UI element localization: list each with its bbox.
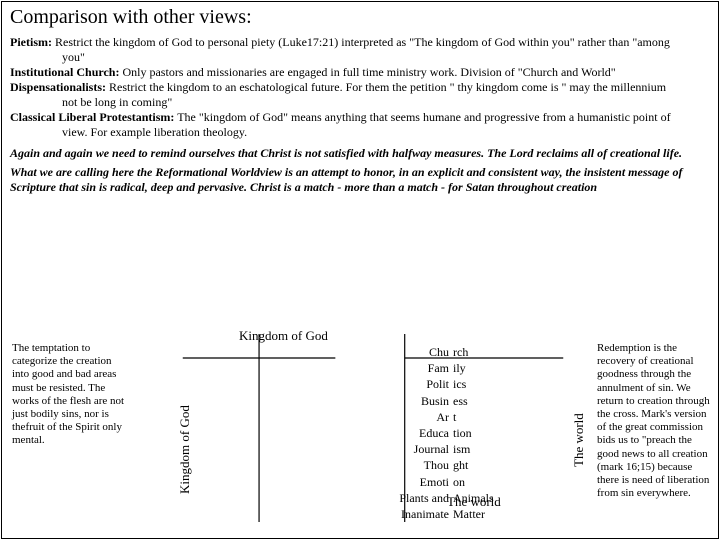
def-clp: Classical Liberal Protestantism: The "ki… <box>10 110 710 125</box>
term-institutional: Institutional Church: <box>10 65 119 79</box>
label-world-horizontal: The world <box>447 494 501 510</box>
paragraph-reclaims: Again and again we need to remind oursel… <box>10 146 710 161</box>
li-l-10: Inanimate <box>342 506 449 522</box>
li-r-1: ily <box>453 360 560 376</box>
txt-institutional: Only pastors and missionaries are engage… <box>119 65 615 79</box>
t-diagram: Kingdom of God Kingdom of God The world … <box>157 322 590 534</box>
li-l-9: Plants and <box>342 490 449 506</box>
txt-pietism-l1: Restrict the kingdom of God to personal … <box>52 35 670 49</box>
li-l-5: Educa <box>342 425 449 441</box>
def-pietism: Pietism: Restrict the kingdom of God to … <box>10 35 710 50</box>
txt-disp-l1: Restrict the kingdom to an eschatologica… <box>106 80 666 94</box>
li-l-0: Chu <box>342 344 449 360</box>
txt-pietism-l2: you" <box>10 50 710 65</box>
definitions-block: Pietism: Restrict the kingdom of God to … <box>10 35 710 140</box>
col-left: Chu Fam Polit Busin Ar Educa Journal Tho… <box>342 344 449 522</box>
label-world-vertical: The world <box>571 413 587 467</box>
term-clp: Classical Liberal Protestantism: <box>10 110 174 124</box>
label-kingdom-vertical: Kingdom of God <box>177 405 193 494</box>
li-l-3: Busin <box>342 393 449 409</box>
txt-clp-l1: The "kingdom of God" means anything that… <box>174 110 670 124</box>
li-l-8: Emoti <box>342 474 449 490</box>
diagram-area: The temptation to categorize the creatio… <box>2 322 718 534</box>
li-r-3: ess <box>453 393 560 409</box>
li-r-4: t <box>453 409 560 425</box>
li-r-5: tion <box>453 425 560 441</box>
right-note: Redemption is the recovery of creational… <box>597 342 712 500</box>
txt-clp-l2: view. For example liberation theology. <box>10 125 710 140</box>
li-r-2: ics <box>453 376 560 392</box>
li-r-8: on <box>453 474 560 490</box>
li-l-1: Fam <box>342 360 449 376</box>
txt-disp-l2: not be long in coming" <box>10 95 710 110</box>
label-kingdom-top: Kingdom of God <box>239 328 328 344</box>
term-dispensationalists: Dispensationalists: <box>10 80 106 94</box>
li-r-7: ght <box>453 457 560 473</box>
paragraph-reformational: What we are calling here the Reformation… <box>10 165 710 195</box>
page-frame: Comparison with other views: Pietism: Re… <box>1 1 719 539</box>
term-pietism: Pietism: <box>10 35 52 49</box>
li-r-6: ism <box>453 441 560 457</box>
li-r-0: rch <box>453 344 560 360</box>
li-l-2: Polit <box>342 376 449 392</box>
li-l-6: Journal <box>342 441 449 457</box>
page-title: Comparison with other views: <box>10 6 710 29</box>
def-institutional: Institutional Church: Only pastors and m… <box>10 65 710 80</box>
def-dispensationalists: Dispensationalists: Restrict the kingdom… <box>10 80 710 95</box>
li-l-4: Ar <box>342 409 449 425</box>
li-l-7: Thou <box>342 457 449 473</box>
left-note: The temptation to categorize the creatio… <box>12 342 127 448</box>
